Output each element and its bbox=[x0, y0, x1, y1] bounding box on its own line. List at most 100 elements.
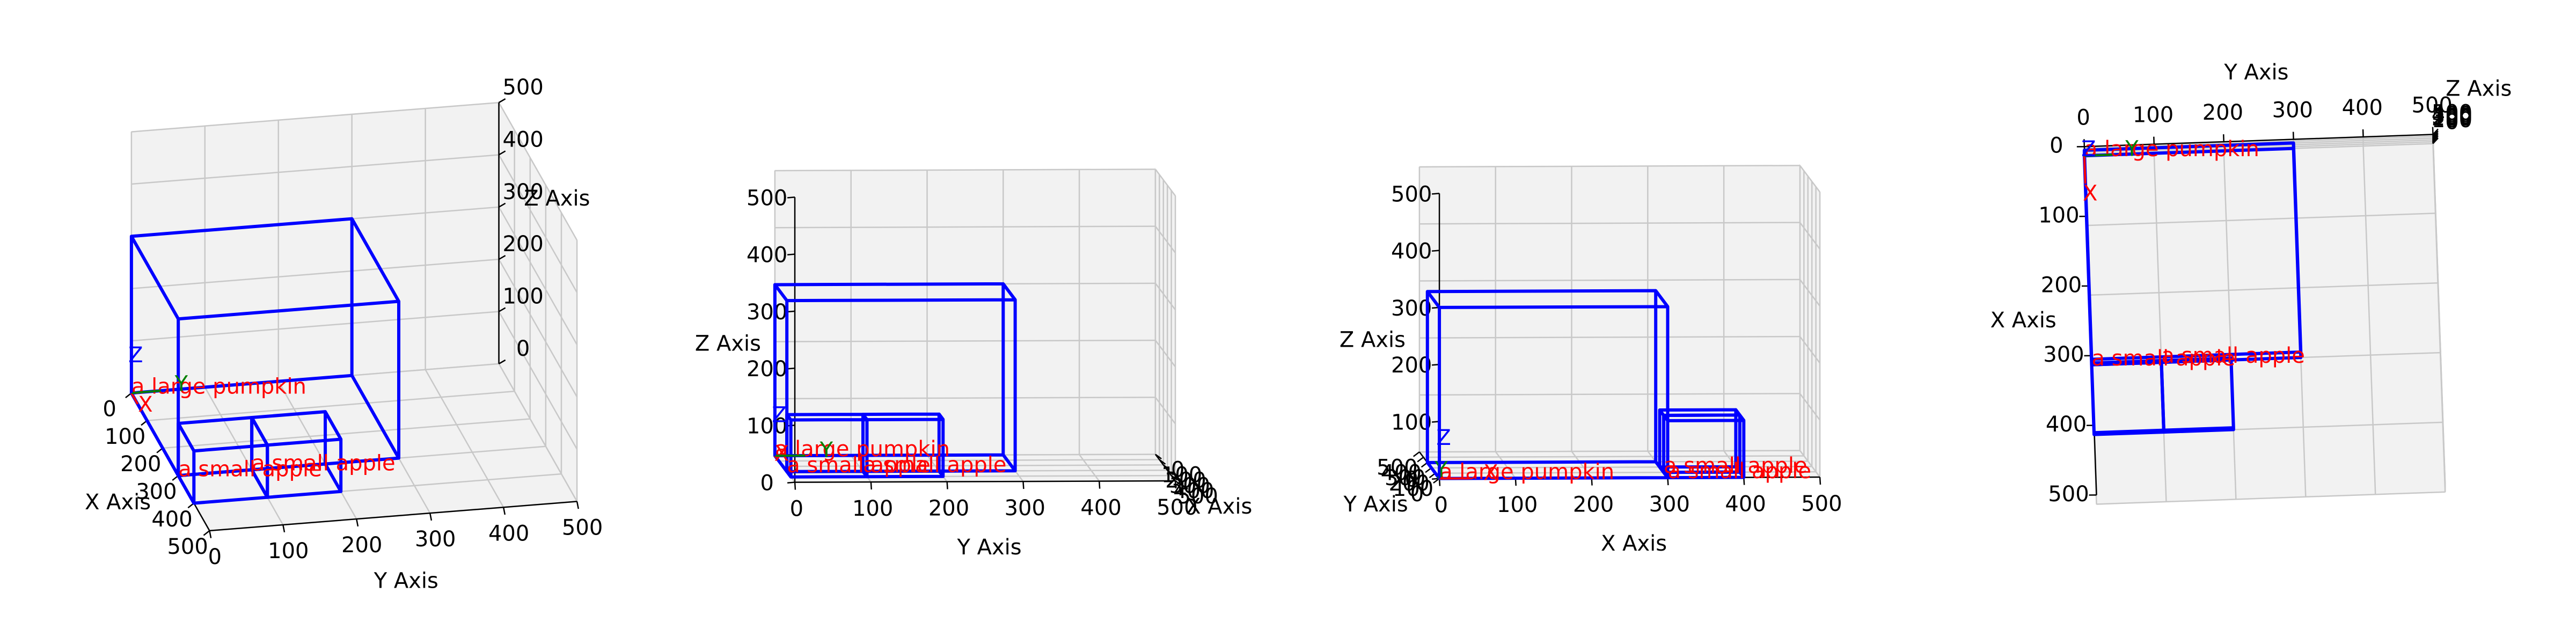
grid-line bbox=[131, 154, 499, 185]
x-tick-label: 400 bbox=[151, 507, 192, 532]
y-tick-label: 100 bbox=[1393, 477, 1433, 501]
z-tick-label: 400 bbox=[2432, 103, 2472, 127]
origin-axis-label: X bbox=[138, 392, 152, 417]
x-tick-label: 0 bbox=[103, 397, 116, 422]
grid-line bbox=[1154, 169, 1176, 196]
origin-arrow bbox=[131, 390, 161, 394]
tick-mark bbox=[1167, 470, 1174, 475]
tick-mark bbox=[498, 255, 506, 260]
y-tick-label: 0 bbox=[2076, 105, 2090, 130]
grid-line bbox=[1419, 335, 1800, 339]
grid-line bbox=[425, 369, 504, 508]
origin-axis-label: Y bbox=[2125, 136, 2139, 161]
box-label: a large pumpkin bbox=[775, 437, 950, 462]
x-tick-label: 400 bbox=[1173, 479, 1214, 503]
z-tick-label: 100 bbox=[747, 414, 787, 438]
grid-line bbox=[1419, 222, 1800, 225]
y-tick-label: 100 bbox=[268, 539, 309, 564]
tick-mark bbox=[870, 482, 873, 490]
x-tick-label: 500 bbox=[1177, 484, 1218, 509]
box-label: a small apple bbox=[1664, 453, 1807, 478]
grid-line bbox=[774, 225, 1155, 229]
grid-line bbox=[2432, 143, 2446, 492]
box-label: a small apple bbox=[2161, 343, 2305, 368]
tick-mark bbox=[203, 530, 210, 536]
grid-line bbox=[2153, 153, 2167, 502]
origin-arrow bbox=[130, 392, 139, 405]
x-tick-label: 0 bbox=[2050, 134, 2063, 158]
y-tick-label: 0 bbox=[1410, 482, 1424, 507]
grid-line bbox=[1799, 279, 1821, 307]
box-label: a small apple bbox=[2091, 346, 2235, 371]
origin-axis-label: X bbox=[774, 441, 789, 466]
box-label: a large pumpkin bbox=[131, 374, 306, 399]
pane bbox=[130, 102, 500, 394]
grid-line bbox=[1435, 471, 1816, 474]
z-tick-label: 0 bbox=[2445, 110, 2458, 135]
tick-mark bbox=[356, 518, 359, 527]
grid-line bbox=[1799, 165, 1821, 193]
y-tick-label: 300 bbox=[1385, 466, 1425, 491]
x-tick-label: 100 bbox=[105, 425, 145, 449]
z-axis-label: Z Axis bbox=[524, 186, 590, 211]
tick-mark bbox=[1163, 464, 1170, 470]
grid-line bbox=[774, 169, 1155, 172]
grid-line bbox=[1495, 451, 1516, 479]
z-tick-label: 400 bbox=[502, 127, 543, 152]
x-axis-label: X Axis bbox=[1990, 308, 2057, 333]
tick-mark bbox=[498, 150, 506, 156]
tick-mark bbox=[282, 524, 286, 532]
y-tick-label: 300 bbox=[415, 527, 456, 552]
y-tick-label: 500 bbox=[1377, 455, 1417, 480]
x-tick-label: 300 bbox=[2043, 342, 2084, 367]
origin-axis-label: Y bbox=[174, 372, 188, 397]
origin-axis-label: Y bbox=[819, 438, 833, 463]
y-axis-label: Y Axis bbox=[1343, 492, 1408, 517]
grid-line bbox=[1419, 165, 1800, 168]
x-tick-label: 200 bbox=[2041, 273, 2082, 297]
z-tick-label: 500 bbox=[1391, 182, 1432, 207]
origin-axis-label: X bbox=[1483, 460, 1498, 485]
tick-mark bbox=[1174, 480, 1177, 489]
z-axis-label: Z Axis bbox=[695, 332, 761, 356]
box-label: a large pumpkin bbox=[2084, 137, 2259, 162]
z-tick-label: 200 bbox=[2432, 106, 2472, 131]
x-tick-label: 100 bbox=[1161, 463, 1202, 488]
tick-mark bbox=[787, 367, 795, 370]
origin-axis-label: Z bbox=[128, 343, 143, 368]
grid-line bbox=[1154, 283, 1176, 311]
y-tick-label: 0 bbox=[208, 545, 222, 569]
grid-line bbox=[162, 418, 530, 449]
z-axis-label: Z Axis bbox=[2446, 77, 2512, 101]
x-tick-label: 400 bbox=[1725, 492, 1766, 516]
tick-mark bbox=[2432, 130, 2439, 137]
y-tick-label: 500 bbox=[1157, 495, 1197, 520]
z-axis-label: Z Axis bbox=[1340, 328, 1406, 353]
y-tick-label: 400 bbox=[1381, 460, 1422, 485]
tick-mark bbox=[1170, 475, 1178, 481]
grid-line bbox=[277, 380, 357, 519]
x-tick-label: 500 bbox=[2048, 482, 2089, 507]
tick-mark bbox=[429, 513, 433, 521]
grid-line bbox=[779, 459, 1160, 462]
x-tick-label: 300 bbox=[1649, 492, 1690, 517]
x-tick-label: 300 bbox=[136, 480, 177, 504]
tick-mark bbox=[1155, 453, 1162, 459]
tick-mark bbox=[2432, 132, 2439, 139]
grid-line bbox=[2084, 135, 2433, 149]
grid-line bbox=[147, 390, 515, 421]
grid-line bbox=[2084, 139, 2433, 153]
tick-mark bbox=[209, 530, 212, 538]
grid-line bbox=[1419, 279, 1800, 282]
x-tick-label: 0 bbox=[1171, 458, 1184, 482]
box bbox=[250, 410, 343, 499]
grid-line bbox=[2087, 213, 2436, 226]
axis-line bbox=[795, 480, 1176, 483]
y-tick-label: 500 bbox=[2412, 93, 2453, 118]
z-tick-label: 300 bbox=[747, 300, 787, 325]
box bbox=[1658, 408, 1741, 474]
z-tick-label: 100 bbox=[1391, 410, 1432, 435]
y-tick-label: 300 bbox=[2272, 98, 2313, 123]
